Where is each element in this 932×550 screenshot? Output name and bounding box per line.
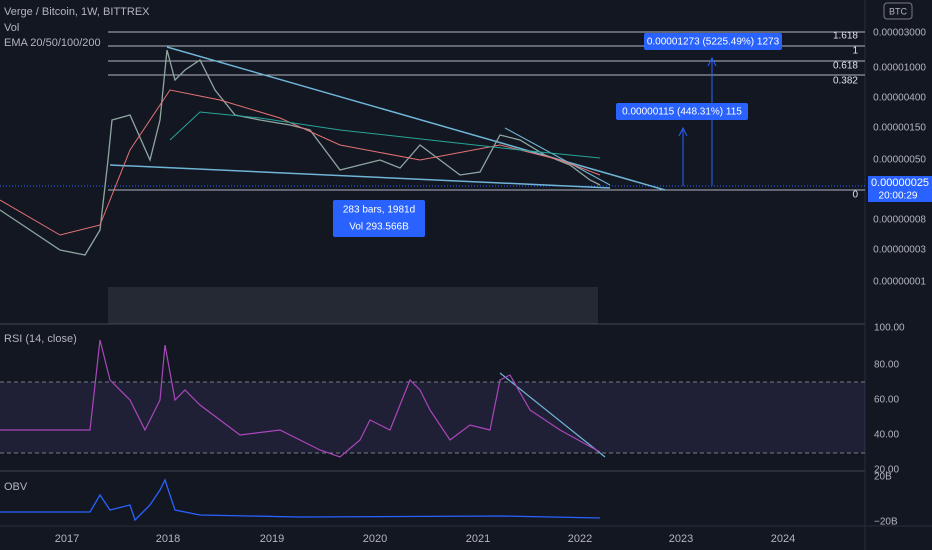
price-axis-label: 0.00000150 [873,123,926,134]
fib-level-label: 0.382 [833,76,858,87]
price-axis-label: 0.00000050 [873,155,926,166]
fib-level-label: 1 [852,46,858,57]
price-axis-label: 0.00000008 [873,215,926,226]
rsi-axis-label: 100.00 [874,323,905,334]
price-axis-label: 0.00000003 [873,245,926,256]
time-axis-label: 2020 [363,533,387,545]
current-price: 0.00000025 [871,177,929,189]
time-axis-label: 2022 [568,533,592,545]
obv-axis-label: 20B [874,472,892,483]
rsi-axis-label: 60.00 [874,395,899,406]
countdown: 20:00:29 [879,191,918,202]
range-bars: 283 bars, 1981d [343,205,415,216]
rsi-axis-label: 40.00 [874,430,899,441]
time-axis-label: 2018 [156,533,180,545]
fib-level-label: 1.618 [833,31,858,42]
measure-label: 0.00001273 (5225.49%) 1273 [647,37,780,48]
fib-level-label: 0.618 [833,61,858,72]
range-volume: Vol 293.566B [349,222,409,233]
obv-title: OBV [4,481,28,493]
price-axis-label: 0.00001000 [873,63,926,74]
symbol-title: Verge / Bitcoin, 1W, BITTREX [4,6,150,18]
currency: BTC [889,6,908,16]
measure-label: 0.00000115 (448.31%) 115 [622,107,742,118]
vol-label: Vol [4,22,19,34]
obv-axis-label: −20B [874,517,898,528]
time-axis-label: 2017 [55,533,79,545]
price-axis-label: 0.00000001 [873,277,926,288]
rsi-axis-label: 80.00 [874,360,899,371]
rsi-title: RSI (14, close) [4,333,77,345]
rsi-axis-label: 20.00 [874,465,899,476]
ema-label: EMA 20/50/100/200 [4,37,101,49]
time-axis-label: 2021 [466,533,490,545]
time-axis-label: 2023 [669,533,693,545]
price-axis-label: 0.00000400 [873,93,926,104]
time-axis-label: 2024 [771,533,795,545]
time-axis-label: 2019 [260,533,284,545]
price-axis-label: 0.00003000 [873,28,926,39]
fib-level-label: 0 [852,190,858,201]
